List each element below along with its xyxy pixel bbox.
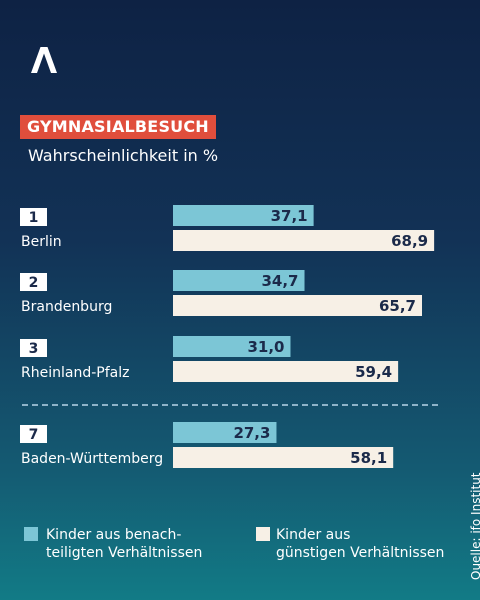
- bar-favorable: [173, 361, 399, 382]
- divider: [22, 404, 438, 406]
- data-label: 65,7: [379, 297, 416, 315]
- source-note: Quelle: ifo Institut: [469, 472, 480, 580]
- bar-disadvantaged: [173, 336, 291, 357]
- data-label: 68,9: [391, 232, 428, 250]
- legend-label-favorable: Kinder aus günstigen Verhältnissen: [276, 527, 445, 561]
- legend-label-disadvantaged: Kinder aus benach- teiligten Verhältniss…: [46, 527, 203, 561]
- bar-disadvantaged: [173, 270, 305, 291]
- rank-badge: [20, 339, 47, 357]
- rank-number: 7: [29, 427, 39, 443]
- state-label: Brandenburg: [21, 299, 112, 315]
- data-label: 58,1: [350, 449, 387, 467]
- legend-swatch-disadvantaged: [24, 527, 38, 541]
- data-label: 34,7: [261, 272, 298, 290]
- state-label: Berlin: [21, 234, 62, 250]
- data-label: 31,0: [247, 338, 284, 356]
- chart-title: GYMNASIALBESUCH: [20, 115, 216, 139]
- rank-number: 3: [29, 341, 39, 357]
- state-label: Rheinland-Pfalz: [21, 365, 129, 381]
- state-label: Baden-Württemberg: [21, 451, 163, 467]
- chart-subtitle: Wahrscheinlichkeit in %: [28, 146, 219, 165]
- data-label: 59,4: [355, 363, 392, 381]
- rank-badge: [20, 273, 47, 291]
- legend-swatch-favorable: [256, 527, 270, 541]
- bar-favorable: [173, 447, 394, 468]
- rank-number: 1: [29, 210, 39, 226]
- bar-favorable: [173, 230, 435, 251]
- bar-disadvantaged: [173, 205, 314, 226]
- data-label: 37,1: [271, 207, 308, 225]
- bar-favorable: [173, 295, 423, 316]
- rank-number: 2: [29, 275, 39, 291]
- bar-disadvantaged: [173, 422, 277, 443]
- a-logo-icon: [31, 47, 57, 73]
- rank-badge: [20, 425, 47, 443]
- data-label: 27,3: [233, 424, 270, 442]
- rank-badge: [20, 208, 47, 226]
